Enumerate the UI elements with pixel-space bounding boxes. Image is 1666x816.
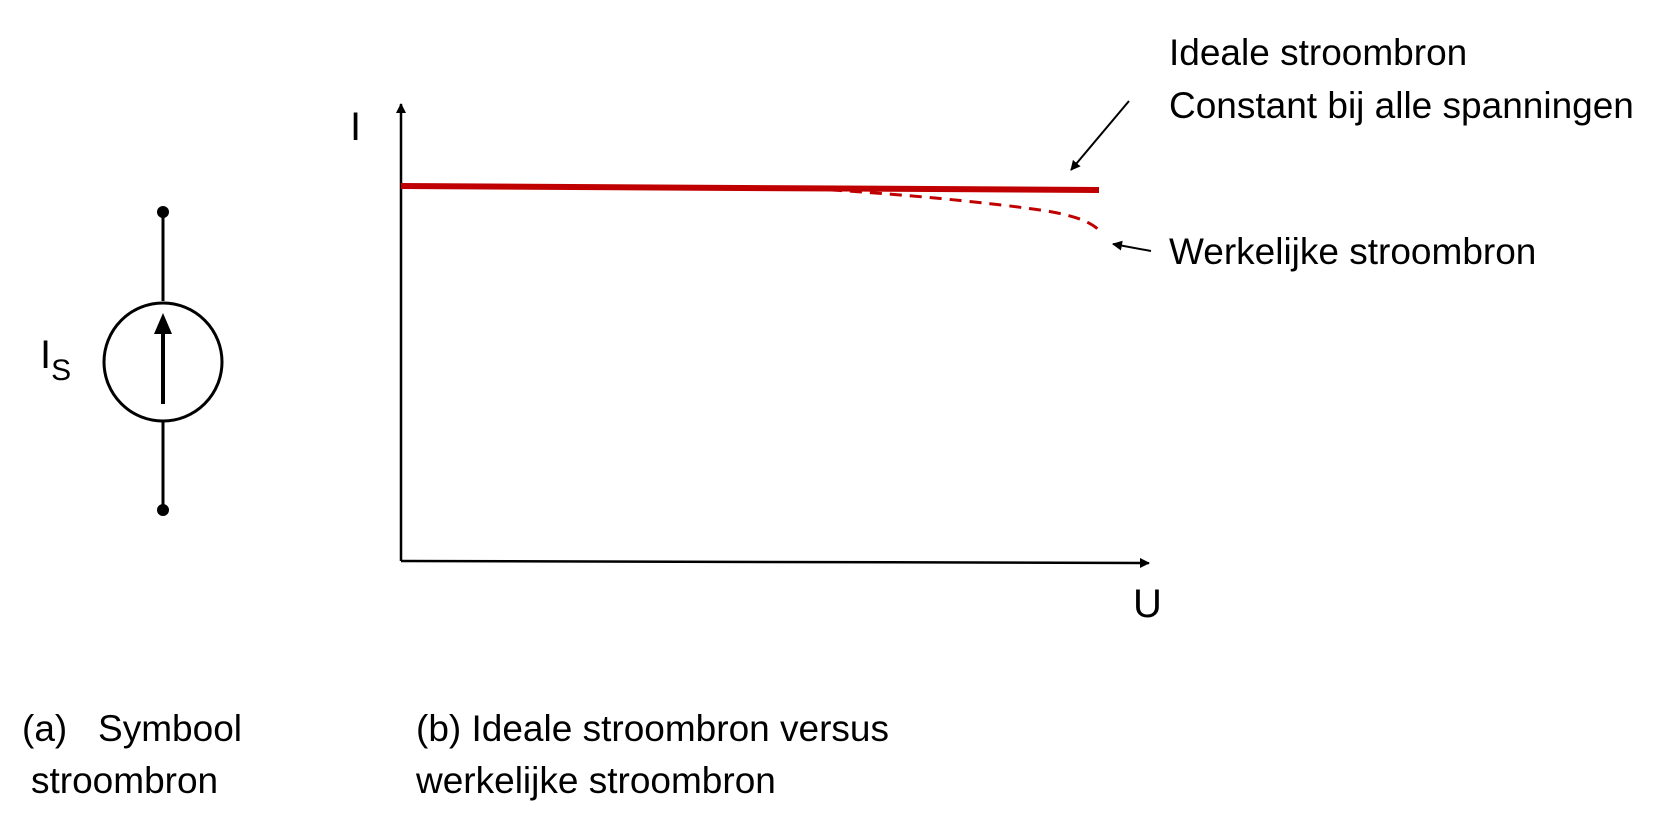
real-pointer-arrow	[1112, 240, 1152, 252]
iu-graph: I U Ideale stroombron Constant bij alle …	[350, 32, 1634, 626]
bottom-terminal-dot	[157, 504, 169, 516]
source-label: IS	[40, 333, 71, 387]
x-axis-label: U	[1133, 582, 1162, 626]
caption-a-line1: (a) Symbool	[22, 708, 242, 749]
source-circle	[102, 301, 224, 423]
ideal-label-line2: Constant bij alle spanningen	[1169, 85, 1634, 126]
source-arrow-icon	[154, 313, 172, 334]
captions: (a) Symbool stroombron (b) Ideale stroom…	[22, 708, 889, 801]
current-source-symbol: IS	[40, 206, 224, 516]
y-axis-label: I	[350, 105, 361, 149]
caption-b-line1: (b) Ideale stroombron versus	[416, 708, 889, 749]
top-terminal-dot	[157, 206, 169, 218]
ideal-current-source-line	[400, 183, 1100, 193]
caption-a-line2: stroombron	[31, 760, 218, 801]
x-axis	[400, 557, 1150, 568]
real-label: Werkelijke stroombron	[1169, 231, 1536, 272]
real-current-source-curve	[769, 185, 1101, 232]
ideal-label-line1: Ideale stroombron	[1169, 32, 1467, 73]
ideal-pointer-arrow	[1070, 100, 1130, 171]
caption-b-line2: werkelijke stroombron	[415, 760, 776, 801]
